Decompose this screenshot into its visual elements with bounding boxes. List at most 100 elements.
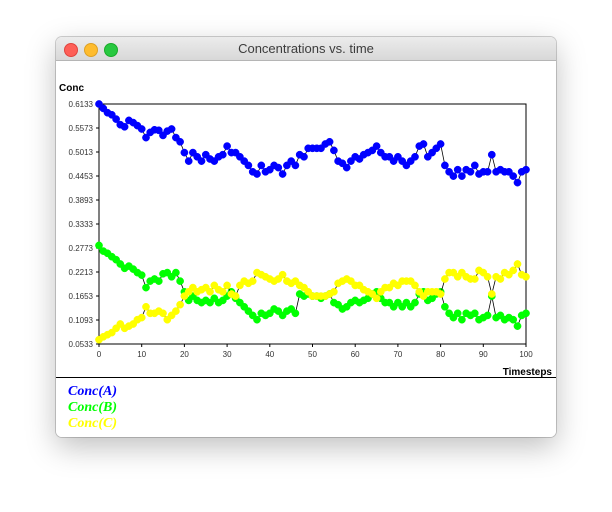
series-a-point bbox=[325, 137, 334, 146]
series-a-point bbox=[253, 170, 261, 178]
window-title: Concentrations vs. time bbox=[238, 41, 374, 56]
series-c-point bbox=[206, 287, 214, 296]
x-tick-label: 90 bbox=[479, 350, 488, 359]
x-axis-label: Timesteps bbox=[503, 367, 553, 377]
app-window: Concentrations vs. time Conc Timesteps 0.6… bbox=[56, 37, 556, 437]
series-a-point bbox=[197, 157, 206, 165]
series-a-point bbox=[154, 126, 163, 135]
series-a-point bbox=[137, 125, 146, 133]
series-b-point bbox=[441, 302, 449, 311]
y-tick-label: 0.6133 bbox=[69, 100, 94, 109]
series-a-point bbox=[449, 172, 458, 180]
y-tick-label: 0.1653 bbox=[69, 292, 94, 301]
series-a-point bbox=[466, 167, 475, 176]
series-a-point bbox=[300, 152, 308, 161]
series-c-point bbox=[470, 275, 479, 283]
y-tick-label: 0.3333 bbox=[69, 220, 94, 229]
x-tick-label: 40 bbox=[265, 350, 274, 359]
series-c-point bbox=[176, 300, 184, 309]
y-tick-label: 0.5013 bbox=[69, 148, 94, 157]
series-b-point bbox=[513, 322, 522, 330]
series-c-point bbox=[509, 266, 518, 275]
series-c-point bbox=[411, 281, 419, 290]
series-a-point bbox=[223, 142, 231, 150]
series-a-point bbox=[274, 163, 283, 172]
y-tick-label: 0.2213 bbox=[69, 268, 94, 277]
series-a-point bbox=[483, 167, 492, 176]
y-tick-label: 0.1093 bbox=[69, 316, 94, 325]
series-a-point bbox=[419, 140, 428, 148]
title-bar[interactable]: Concentrations vs. time bbox=[56, 37, 556, 61]
series-a-point bbox=[436, 140, 445, 148]
series-c-point bbox=[487, 290, 496, 298]
series-a bbox=[95, 100, 530, 187]
series-c-point bbox=[159, 309, 167, 318]
zoom-button[interactable] bbox=[104, 43, 118, 57]
chart-panel: Conc Timesteps 0.6133 0.5573 0.5013 0.4453 0.3… bbox=[56, 61, 556, 377]
series-b-point bbox=[154, 277, 163, 285]
legend-divider bbox=[56, 377, 556, 378]
x-tick-label: 60 bbox=[351, 350, 360, 359]
series-a-point bbox=[330, 146, 338, 155]
series-a-point bbox=[513, 178, 522, 187]
series-c-point bbox=[436, 290, 445, 298]
series-b-point bbox=[470, 309, 479, 318]
y-tick-label: 0.0533 bbox=[69, 340, 94, 349]
legend: Conc(A) Conc(B) Conc(C) bbox=[68, 384, 117, 432]
close-button[interactable] bbox=[64, 43, 78, 57]
minimize-button[interactable] bbox=[84, 43, 98, 57]
x-tick-label: 50 bbox=[308, 350, 317, 359]
series-c-point bbox=[522, 272, 530, 281]
series-c-point bbox=[231, 292, 240, 300]
axes-layer: Conc Timesteps 0.6133 0.5573 0.5013 0.4453 0.3… bbox=[59, 83, 552, 377]
series-a-point bbox=[411, 152, 419, 161]
series-c-point bbox=[172, 307, 180, 315]
series-c-point bbox=[513, 260, 522, 268]
series-a-point bbox=[522, 165, 530, 174]
series-layer bbox=[95, 100, 530, 344]
series-a-point bbox=[509, 172, 518, 180]
series-c-point bbox=[142, 302, 150, 311]
series-b bbox=[95, 241, 530, 330]
series-a-point bbox=[342, 163, 351, 172]
series-b-point bbox=[291, 309, 300, 318]
x-tick-label: 70 bbox=[393, 350, 402, 359]
legend-item-c: Conc(C) bbox=[68, 416, 117, 431]
series-c-point bbox=[441, 275, 449, 283]
series-a-point bbox=[180, 148, 189, 157]
series-c-point bbox=[278, 270, 287, 279]
series-b-point bbox=[411, 298, 419, 307]
series-c-point bbox=[218, 287, 227, 296]
series-a-point bbox=[487, 150, 496, 159]
series-b-point bbox=[95, 241, 103, 250]
series-a-point bbox=[291, 161, 300, 170]
series-b-point bbox=[137, 271, 146, 279]
y-tick-label: 0.5573 bbox=[69, 124, 94, 133]
x-tick-label: 20 bbox=[180, 350, 189, 359]
series-c-point bbox=[372, 294, 381, 303]
series-b-point bbox=[172, 268, 180, 277]
series-b-point bbox=[453, 309, 462, 318]
series-a-point bbox=[112, 115, 120, 123]
series-c-point bbox=[496, 275, 505, 283]
series-a-point bbox=[120, 122, 129, 131]
series-a-point bbox=[218, 150, 227, 159]
series-a-point bbox=[278, 170, 287, 178]
window-content: Conc Timesteps 0.6133 0.5573 0.5013 0.4453 0.3… bbox=[56, 61, 556, 437]
plot-frame bbox=[98, 103, 527, 345]
series-a-point bbox=[372, 142, 381, 150]
y-tick-label: 0.2773 bbox=[69, 244, 94, 253]
y-tick-label: 0.4453 bbox=[69, 172, 94, 181]
concentration-chart: Conc Timesteps 0.6133 0.5573 0.5013 0.4453 0.3… bbox=[59, 83, 552, 377]
series-a-point bbox=[453, 165, 462, 174]
series-a-point bbox=[441, 161, 449, 170]
x-tick-label: 80 bbox=[436, 350, 445, 359]
series-b-point bbox=[176, 277, 184, 285]
series-b-point bbox=[142, 283, 150, 292]
series-c bbox=[95, 260, 530, 344]
y-tick-label: 0.3893 bbox=[69, 196, 94, 205]
series-a-point bbox=[176, 137, 184, 146]
series-a-point bbox=[470, 161, 479, 170]
series-c-point bbox=[248, 277, 257, 285]
series-a-point bbox=[167, 125, 176, 133]
